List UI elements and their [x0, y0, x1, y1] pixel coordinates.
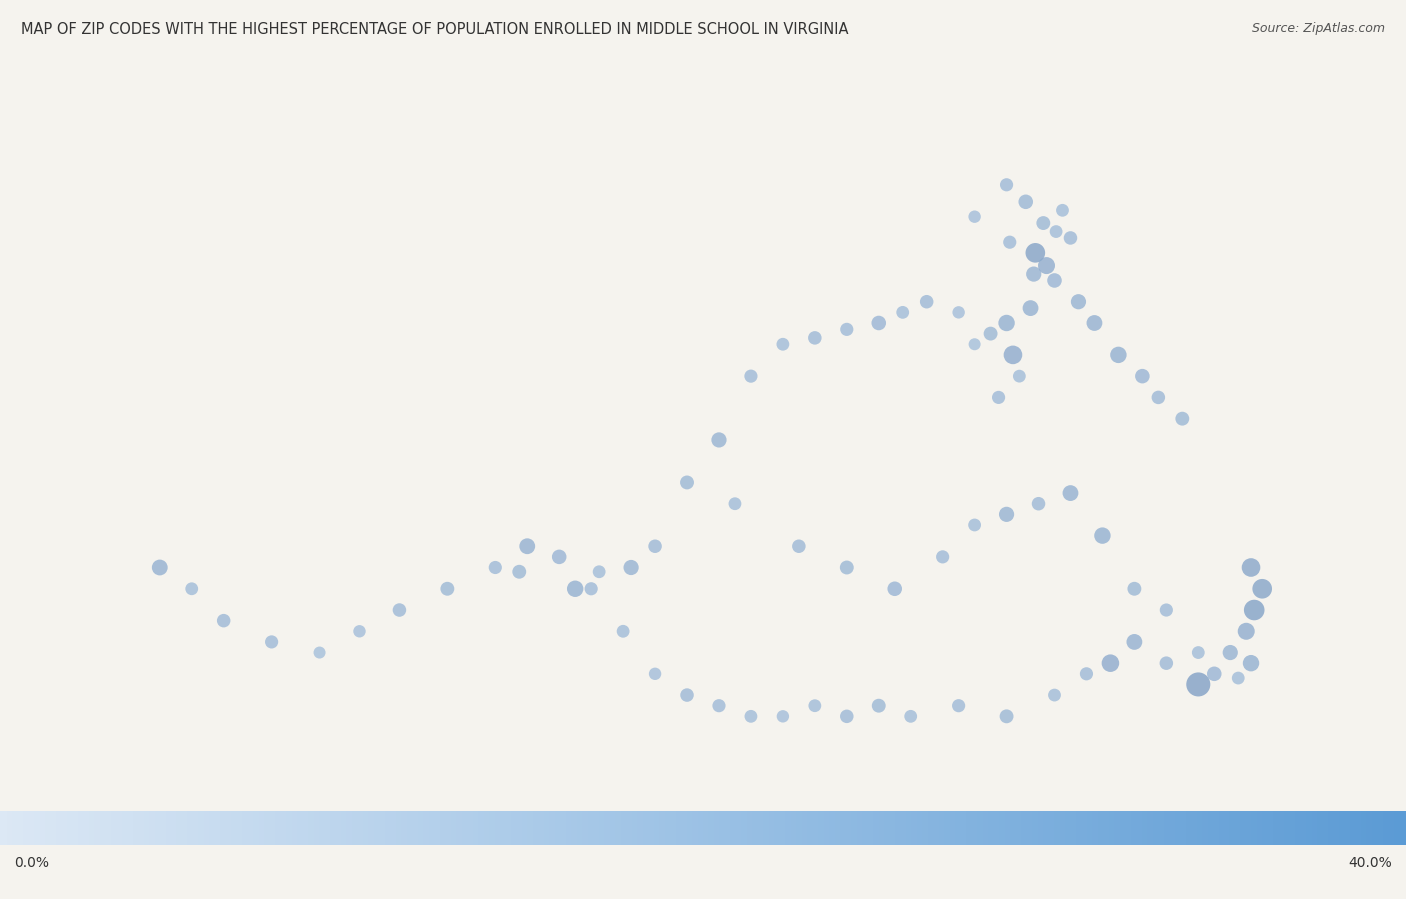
Point — [804, 699, 827, 713]
Point — [212, 613, 235, 628]
Point — [772, 337, 794, 352]
Point — [1035, 258, 1057, 272]
Point — [1187, 677, 1209, 691]
Point — [349, 624, 371, 638]
Point — [835, 709, 858, 724]
Point — [787, 539, 810, 554]
Point — [998, 235, 1021, 249]
Point — [180, 582, 202, 596]
Point — [1234, 624, 1257, 638]
Point — [915, 295, 938, 309]
Point — [1091, 529, 1114, 543]
Text: Source: ZipAtlas.com: Source: ZipAtlas.com — [1251, 22, 1385, 35]
Point — [995, 178, 1018, 192]
Point — [516, 539, 538, 554]
Point — [260, 635, 283, 649]
Point — [1107, 348, 1129, 362]
Point — [1123, 635, 1146, 649]
Point — [508, 565, 530, 579]
Point — [963, 337, 986, 352]
Point — [1024, 245, 1046, 260]
Point — [1059, 485, 1081, 500]
Point — [1045, 225, 1067, 239]
Point — [308, 645, 330, 660]
Point — [963, 209, 986, 224]
Point — [484, 560, 506, 574]
Point — [707, 699, 730, 713]
Point — [1227, 671, 1250, 685]
Point — [772, 709, 794, 724]
Point — [891, 305, 914, 319]
Point — [1156, 656, 1178, 671]
Point — [995, 507, 1018, 521]
Point — [1171, 412, 1194, 426]
Point — [1130, 369, 1153, 383]
Point — [1019, 301, 1042, 316]
Point — [1076, 667, 1098, 681]
Point — [1204, 667, 1226, 681]
Point — [900, 709, 922, 724]
Point — [1052, 203, 1074, 218]
Point — [1240, 560, 1263, 574]
Point — [1083, 316, 1105, 330]
Point — [987, 390, 1010, 405]
Point — [1008, 369, 1031, 383]
Point — [1043, 688, 1066, 702]
Point — [740, 709, 762, 724]
Text: MAP OF ZIP CODES WITH THE HIGHEST PERCENTAGE OF POPULATION ENROLLED IN MIDDLE SC: MAP OF ZIP CODES WITH THE HIGHEST PERCEN… — [21, 22, 849, 38]
Point — [1240, 656, 1263, 671]
Point — [868, 316, 890, 330]
Point — [963, 518, 986, 532]
Point — [644, 667, 666, 681]
Point — [1059, 231, 1081, 245]
Point — [620, 560, 643, 574]
Point — [868, 699, 890, 713]
Point — [707, 432, 730, 447]
Point — [564, 582, 586, 596]
Point — [149, 560, 172, 574]
Point — [388, 603, 411, 618]
Point — [1001, 348, 1024, 362]
Point — [579, 582, 602, 596]
Point — [995, 316, 1018, 330]
Point — [883, 582, 905, 596]
Point — [995, 709, 1018, 724]
Point — [1219, 645, 1241, 660]
Text: 40.0%: 40.0% — [1348, 856, 1392, 870]
Point — [1243, 603, 1265, 618]
Point — [1032, 216, 1054, 230]
Point — [740, 369, 762, 383]
Point — [1123, 582, 1146, 596]
Point — [931, 549, 953, 564]
Point — [588, 565, 610, 579]
Point — [835, 560, 858, 574]
Point — [612, 624, 634, 638]
Point — [676, 688, 699, 702]
Point — [1022, 267, 1045, 281]
Point — [676, 476, 699, 490]
Point — [1156, 603, 1178, 618]
Point — [1147, 390, 1170, 405]
Point — [804, 331, 827, 345]
Point — [948, 699, 970, 713]
Point — [1028, 496, 1050, 511]
Point — [644, 539, 666, 554]
Point — [1187, 645, 1209, 660]
Point — [724, 496, 747, 511]
Point — [548, 549, 571, 564]
Point — [436, 582, 458, 596]
Point — [980, 326, 1002, 341]
Point — [1251, 582, 1274, 596]
Point — [948, 305, 970, 319]
Point — [1067, 295, 1090, 309]
Point — [1015, 194, 1038, 209]
Point — [835, 322, 858, 336]
Point — [1099, 656, 1122, 671]
Text: 0.0%: 0.0% — [14, 856, 49, 870]
Point — [1043, 273, 1066, 288]
